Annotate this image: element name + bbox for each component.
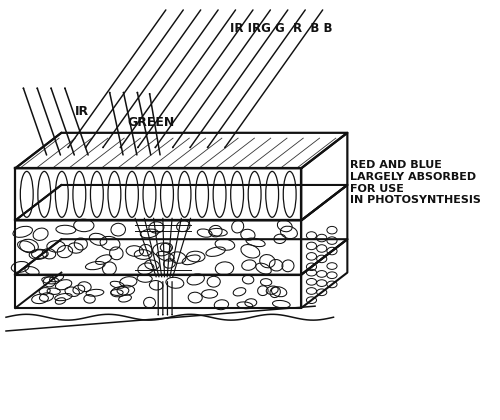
- Text: IR IRG G  R  B B: IR IRG G R B B: [230, 22, 332, 35]
- Text: GREEN: GREEN: [128, 116, 175, 129]
- Text: RED AND BLUE
LARGELY ABSORBED
FOR USE
IN PHOTOSYNTHESIS: RED AND BLUE LARGELY ABSORBED FOR USE IN…: [350, 160, 480, 205]
- Text: IR: IR: [75, 105, 89, 118]
